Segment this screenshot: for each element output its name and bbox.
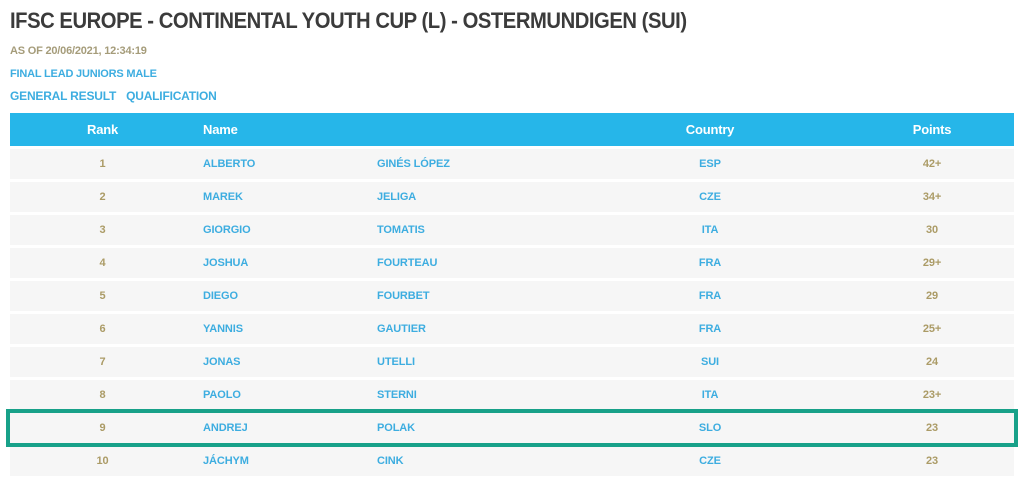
last-name-cell[interactable]: UTELLI: [377, 356, 415, 368]
table-row[interactable]: 2 MAREK JELIGA CZE 34+: [10, 182, 1014, 212]
column-header-country: Country: [685, 122, 735, 137]
country-cell: SLO: [698, 422, 722, 434]
points-cell: 23: [925, 455, 939, 467]
rank-cell: 5: [99, 290, 106, 302]
table-row[interactable]: 6 YANNIS GAUTIER FRA 25+: [10, 314, 1014, 344]
tab-qualification[interactable]: QUALIFICATION: [126, 89, 217, 103]
first-name-cell[interactable]: GIORGIO: [203, 224, 251, 236]
points-cell: 29: [925, 290, 939, 302]
table-row[interactable]: 1 ALBERTO GINÉS LÓPEZ ESP 42+: [10, 149, 1014, 179]
first-name-cell[interactable]: YANNIS: [203, 323, 243, 335]
table-row[interactable]: 10 JÁCHYM CINK CZE 23: [10, 446, 1014, 476]
last-name-cell[interactable]: STERNI: [377, 389, 417, 401]
last-name-cell[interactable]: POLAK: [377, 422, 416, 434]
last-name-cell[interactable]: GINÉS LÓPEZ: [377, 158, 450, 170]
points-cell: 30: [925, 224, 939, 236]
rank-cell: 2: [99, 191, 106, 203]
table-row[interactable]: 9 ANDREJ POLAK SLO 23: [6, 409, 1018, 447]
column-header-points: Points: [912, 122, 952, 137]
table-row[interactable]: 3 GIORGIO TOMATIS ITA 30: [10, 215, 1014, 245]
country-cell: ITA: [701, 224, 719, 236]
table-body: 1 ALBERTO GINÉS LÓPEZ ESP 42+ 2 MAREK JE…: [6, 149, 1018, 476]
country-cell: FRA: [698, 290, 722, 302]
country-cell: ESP: [699, 158, 721, 170]
points-cell: 23: [925, 422, 939, 434]
last-name-cell[interactable]: CINK: [377, 455, 404, 467]
results-page: IFSC EUROPE - CONTINENTAL YOUTH CUP (L) …: [6, 8, 1018, 476]
result-tabs: GENERAL RESULT QUALIFICATION: [10, 89, 1014, 103]
rank-cell: 3: [99, 224, 106, 236]
table-row[interactable]: 7 JONAS UTELLI SUI 24: [10, 347, 1014, 377]
table-row[interactable]: 4 JOSHUA FOURTEAU FRA 29+: [10, 248, 1014, 278]
first-name-cell[interactable]: DIEGO: [203, 290, 238, 302]
points-cell: 23+: [922, 389, 942, 401]
first-name-cell[interactable]: ALBERTO: [203, 158, 256, 170]
country-cell: FRA: [698, 323, 722, 335]
as-of-timestamp: AS OF 20/06/2021, 12:34:19: [10, 45, 147, 57]
country-cell: FRA: [698, 257, 722, 269]
last-name-cell[interactable]: FOURBET: [377, 290, 430, 302]
rank-cell: 4: [99, 257, 106, 269]
first-name-cell[interactable]: PAOLO: [203, 389, 241, 401]
points-cell: 25+: [922, 323, 942, 335]
column-header-name: Name: [203, 122, 238, 137]
last-name-cell[interactable]: GAUTIER: [377, 323, 426, 335]
points-cell: 24: [925, 356, 939, 368]
last-name-cell[interactable]: TOMATIS: [377, 224, 425, 236]
round-category-label: FINAL LEAD JUNIORS MALE: [10, 68, 157, 80]
first-name-cell[interactable]: MAREK: [203, 191, 243, 203]
column-header-rank: Rank: [87, 122, 118, 137]
country-cell: CZE: [699, 455, 721, 467]
tab-general-result[interactable]: GENERAL RESULT: [10, 89, 117, 103]
rank-cell: 7: [99, 356, 106, 368]
first-name-cell[interactable]: JOSHUA: [203, 257, 249, 269]
table-row[interactable]: 8 PAOLO STERNI ITA 23+: [10, 380, 1014, 410]
rank-cell: 9: [99, 422, 106, 434]
country-cell: ITA: [701, 389, 719, 401]
last-name-cell[interactable]: JELIGA: [377, 191, 417, 203]
table-row[interactable]: 5 DIEGO FOURBET FRA 29: [10, 281, 1014, 311]
rank-cell: 8: [99, 389, 106, 401]
rank-cell: 10: [96, 455, 109, 467]
rank-cell: 1: [99, 158, 106, 170]
points-cell: 29+: [922, 257, 942, 269]
results-table: Rank Name Country Points 1 ALBERTO GINÉS…: [6, 113, 1018, 476]
last-name-cell[interactable]: FOURTEAU: [377, 257, 438, 269]
first-name-cell[interactable]: JÁCHYM: [203, 455, 249, 467]
first-name-cell[interactable]: ANDREJ: [203, 422, 248, 434]
first-name-cell[interactable]: JONAS: [203, 356, 241, 368]
rank-cell: 6: [99, 323, 106, 335]
points-cell: 34+: [922, 191, 942, 203]
table-header-row: Rank Name Country Points: [10, 113, 1014, 146]
page-title: IFSC EUROPE - CONTINENTAL YOUTH CUP (L) …: [10, 8, 687, 33]
country-cell: SUI: [700, 356, 720, 368]
country-cell: CZE: [699, 191, 721, 203]
points-cell: 42+: [922, 158, 942, 170]
